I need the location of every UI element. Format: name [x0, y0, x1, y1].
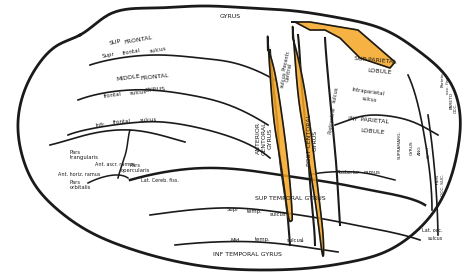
Text: PARETO: PARETO [450, 92, 454, 109]
Text: SUP TEMPORAL GYRUS: SUP TEMPORAL GYRUS [255, 196, 325, 201]
Text: gyrus: gyrus [426, 146, 430, 158]
Text: Central: Central [285, 62, 293, 82]
Text: sulcus: sulcus [280, 72, 288, 89]
Text: Mid: Mid [230, 238, 240, 242]
Text: Infr: Infr [95, 122, 105, 128]
Text: sulcus: sulcus [332, 86, 340, 104]
Text: Ant. ascr. ramus: Ant. ascr. ramus [95, 162, 135, 167]
Text: Precentr.: Precentr. [281, 49, 291, 71]
Text: Pars
opercularis: Pars opercularis [120, 162, 150, 173]
Text: sulcus: sulcus [287, 238, 303, 242]
Text: Supr: Supr [227, 207, 239, 213]
Polygon shape [292, 27, 324, 256]
Text: LOBULE: LOBULE [361, 129, 385, 136]
Text: sulcus: sulcus [428, 235, 443, 241]
Text: OCC. SUC.: OCC. SUC. [441, 174, 445, 196]
Text: occ. fiss.: occ. fiss. [446, 76, 450, 95]
Text: sulcus: sulcus [149, 46, 167, 54]
Text: FRONTAL: FRONTAL [140, 73, 170, 81]
Text: MIDDLE: MIDDLE [116, 74, 140, 82]
Text: INF PARIETAL: INF PARIETAL [347, 116, 389, 124]
Text: Parieio: Parieio [441, 73, 445, 87]
Text: FRONTAL: FRONTAL [123, 35, 153, 45]
Text: Supr: Supr [101, 51, 115, 59]
Text: Trans: Trans [436, 174, 440, 186]
Text: ramus: ramus [364, 170, 381, 175]
Text: Lat. Cereb. fiss.: Lat. Cereb. fiss. [141, 178, 179, 182]
Text: LOBULE: LOBULE [368, 68, 392, 76]
Text: INF TEMPORAL GYRUS: INF TEMPORAL GYRUS [212, 253, 282, 258]
Text: Posterior: Posterior [337, 170, 360, 175]
Text: SUP PARIETAL: SUP PARIETAL [354, 56, 396, 64]
Text: frontal: frontal [104, 91, 122, 99]
Text: Pars
orbitalis: Pars orbitalis [70, 179, 91, 190]
Polygon shape [267, 36, 292, 221]
Polygon shape [292, 22, 395, 68]
Text: Intraparietal: Intraparietal [351, 87, 385, 97]
Text: Ant. horiz. ramus: Ant. horiz. ramus [58, 173, 100, 178]
Text: SUP: SUP [109, 38, 121, 46]
Text: POST CENTORAL
GYRUS: POST CENTORAL GYRUS [307, 114, 318, 166]
Text: frontal: frontal [123, 48, 141, 56]
Text: temp.: temp. [247, 210, 263, 215]
Text: Pars
trangularis: Pars trangularis [70, 150, 99, 160]
Text: Lat. occ.: Lat. occ. [422, 227, 442, 233]
Text: sulcus: sulcus [129, 90, 147, 96]
Text: SUPRAMARG.: SUPRAMARG. [398, 131, 402, 159]
Text: GYRUS: GYRUS [219, 15, 241, 19]
Text: GYRUS: GYRUS [410, 141, 414, 155]
Text: sulcus: sulcus [270, 212, 286, 216]
Text: frontal: frontal [113, 119, 131, 125]
Text: temp.: temp. [255, 238, 271, 242]
Text: OCC.: OCC. [454, 103, 458, 113]
Text: Postcentral: Postcentral [328, 106, 337, 134]
Text: ANTERIOR
CENTORAL
GYRUS: ANTERIOR CENTORAL GYRUS [255, 121, 272, 155]
Text: sulcus: sulcus [362, 96, 378, 104]
Text: GYRUS: GYRUS [144, 87, 166, 93]
Text: ↓: ↓ [300, 238, 304, 242]
Text: sulcus: sulcus [139, 117, 157, 123]
Text: ANG: ANG [418, 145, 422, 155]
